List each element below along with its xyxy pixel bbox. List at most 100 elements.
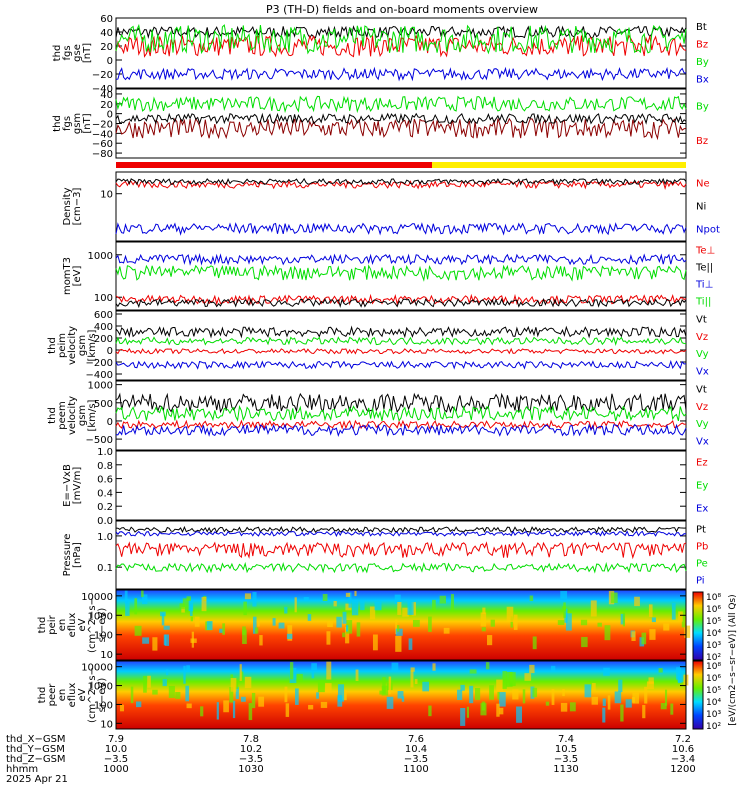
heatmap-cell [152, 689, 158, 695]
heatmap-cell [333, 600, 337, 607]
heatmap-cell [342, 632, 346, 638]
panel-7 [115, 450, 687, 521]
heatmap-cell [248, 703, 253, 721]
ylabel-line: fgs [62, 116, 73, 131]
xaxis-value: −3.5 [104, 754, 128, 765]
heatmap-cell [284, 606, 288, 614]
series-Vy [115, 404, 687, 422]
heatmap-cell [422, 681, 430, 692]
heatmap-cell [287, 625, 293, 641]
heatmap-cell [522, 689, 526, 704]
heatmap-cell [569, 702, 576, 712]
heatmap-cell [443, 627, 450, 634]
mode-bar-slow [432, 162, 686, 168]
heatmap-cell [356, 622, 361, 637]
heatmap-cell [374, 601, 382, 611]
panel-9 [115, 589, 691, 661]
heatmap-cell [394, 594, 401, 605]
legend-Bz: Bz [696, 39, 708, 50]
heatmap-cell [337, 695, 343, 707]
heatmap-cell [251, 692, 256, 709]
heatmap-cell [242, 626, 246, 635]
heatmap-cell [428, 616, 432, 632]
xaxis-row-label: thd_Z−GSM [6, 754, 66, 765]
heatmap-cell [509, 672, 516, 687]
xaxis-value: 1100 [403, 764, 428, 775]
heatmap-cell [439, 595, 446, 604]
colorbar-label: [eV/(cm2−s−sr−eV)] (All Qs) [728, 594, 738, 725]
ytick-label: −40 [92, 129, 113, 140]
heatmap-cell [499, 707, 504, 715]
legend-Pb: Pb [696, 542, 708, 553]
ylabel-line: thd [37, 687, 48, 704]
colorbar-tick: 10⁴ [706, 629, 721, 639]
ytick-label: 20 [100, 100, 113, 111]
series-Npot [115, 222, 687, 236]
heatmap-cell [651, 617, 656, 623]
heatmap-cell [230, 674, 234, 681]
heatmap-cell [397, 601, 402, 616]
panel-frame-4 [115, 241, 687, 311]
heatmap-cell [186, 665, 190, 673]
heatmap-cell [259, 635, 263, 646]
panel-10 [115, 660, 689, 730]
heatmap-cell [407, 599, 414, 615]
heatmap-cell [354, 590, 357, 597]
ytick-label: 100 [94, 631, 113, 642]
heatmap-cell [397, 625, 400, 632]
heatmap-cell [634, 596, 640, 607]
legend-Ni: Ni [696, 202, 706, 213]
ylabel-line: [km/s] [87, 329, 98, 361]
legend-By: By [696, 101, 709, 112]
heatmap-cell [625, 699, 632, 708]
xaxis-value: 7.2 [675, 734, 691, 745]
legend-Ez: Ez [696, 458, 708, 469]
heatmap-cell [648, 677, 654, 685]
ylabel-line: gsm [77, 335, 88, 356]
heatmap-cell [402, 607, 409, 617]
heatmap-cell [143, 675, 147, 693]
colorbar-tick: 10⁴ [706, 698, 721, 708]
ytick-label: 40 [100, 28, 113, 39]
heatmap-cell [499, 692, 506, 707]
ylabel-line: en [57, 619, 68, 632]
ylabel-line: thd [47, 407, 58, 424]
panel-frame-10 [115, 660, 687, 730]
heatmap-cell [395, 628, 403, 636]
ylabel-line: eV [77, 618, 88, 631]
heatmap-cell [284, 686, 288, 703]
heatmap-cell [391, 662, 399, 672]
heatmap-cell [141, 590, 144, 598]
ytick-label: 10 [100, 650, 113, 661]
heatmap-cell [646, 681, 654, 690]
series-Te|| [115, 297, 687, 309]
heatmap-cell [307, 614, 312, 621]
legend-Ey: Ey [696, 481, 708, 492]
heatmap-cell [466, 706, 469, 718]
series-Pe [115, 561, 687, 574]
ylabel-line: [nPa] [72, 542, 83, 568]
colorbar-tick: 10³ [706, 641, 721, 651]
heatmap-cell [620, 613, 625, 625]
ylabel-line: eV [77, 688, 88, 701]
ytick-label: 40 [100, 90, 113, 101]
xaxis-value: −3.5 [554, 754, 578, 765]
heatmap-cell [235, 680, 239, 689]
heatmap-cell [303, 596, 309, 602]
ylabel-line: Density [62, 187, 73, 225]
heatmap-cell [551, 689, 555, 705]
heatmap-cell [607, 695, 611, 710]
ytick-label: 1.0 [97, 532, 113, 543]
legend-Vt: Vt [696, 385, 707, 396]
xaxis-value: 10.0 [105, 744, 127, 755]
heatmap-cell [235, 686, 239, 699]
ytick-label: 1000 [88, 251, 113, 262]
heatmap-cell [216, 702, 219, 720]
series-Vx [115, 423, 687, 438]
heatmap-cell [345, 626, 350, 644]
legend-Te||: Te|| [695, 263, 713, 274]
heatmap-cell [485, 662, 490, 670]
heatmap-cell [480, 612, 487, 627]
heatmap-cell [295, 688, 299, 705]
legend-Pt: Pt [696, 525, 706, 536]
